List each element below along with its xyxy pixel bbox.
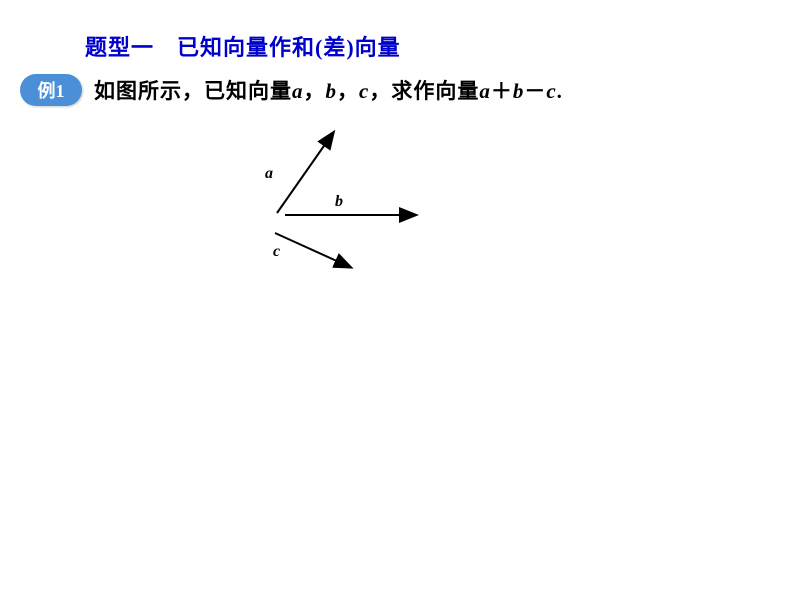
plus: ＋: [491, 79, 513, 103]
var-c: c: [359, 79, 369, 103]
problem-text: 如图所示，已知向量a，b，c，求作向量a＋b－c.: [94, 75, 563, 105]
var-b: b: [326, 79, 338, 103]
vector-diagram: a b c: [245, 125, 445, 295]
example-badge-text: 例1: [38, 77, 65, 103]
vector-b-label: b: [335, 193, 343, 211]
diagram-svg: [245, 125, 445, 295]
vector-c-line: [275, 233, 350, 267]
problem-mid: ，求作向量: [369, 79, 479, 103]
vector-c-label: c: [273, 243, 280, 261]
expr-c: c: [546, 79, 556, 103]
comma1: ，: [304, 79, 326, 103]
vector-a-line: [277, 133, 333, 213]
example-row: 例1 如图所示，已知向量a，b，c，求作向量a＋b－c.: [20, 74, 563, 106]
section-title: 题型一 已知向量作和(差)向量: [85, 30, 401, 62]
expr-a: a: [479, 79, 491, 103]
comma2: ，: [337, 79, 359, 103]
example-badge: 例1: [20, 74, 82, 106]
minus: －: [524, 79, 546, 103]
expr-b: b: [513, 79, 525, 103]
var-a: a: [292, 79, 304, 103]
problem-prefix: 如图所示，已知向量: [94, 79, 292, 103]
vector-a-label: a: [265, 165, 273, 183]
period: .: [557, 79, 563, 103]
